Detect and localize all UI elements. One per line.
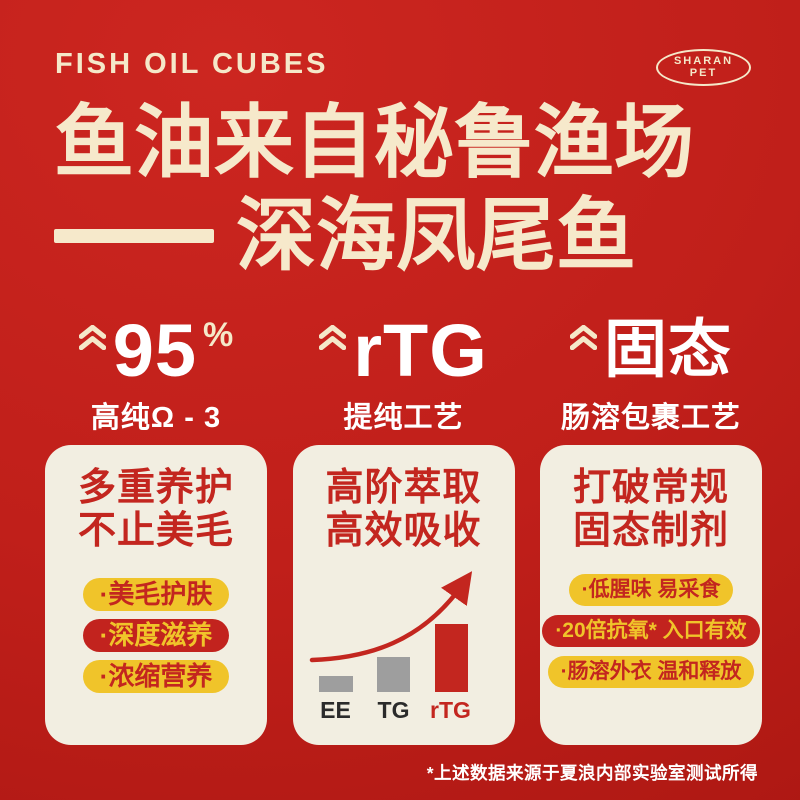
card-multicare: 多重养护 不止美毛 ·美毛护肤 ·深度滋养 ·浓缩营养 — [45, 445, 267, 745]
pill-antioxidant: ·20倍抗氧* 入口有效 — [542, 615, 760, 648]
eyebrow-title: FISH OIL CUBES — [55, 48, 329, 80]
bar-tg — [376, 657, 410, 693]
stat-rtg-subtitle: 提纯工艺 — [343, 402, 464, 434]
card-solid-form-title: 打破常规 固态制剂 — [573, 467, 729, 552]
card-multicare-title-line1: 多重养护 — [77, 467, 234, 509]
pill-fur-skin: ·美毛护肤 — [82, 578, 230, 612]
stat-purity-value-row: 95 % — [78, 309, 234, 392]
main-title-line2: 深海凤尾鱼 — [54, 192, 636, 280]
card-multicare-title: 多重养护 不止美毛 — [78, 467, 234, 552]
stat-rtg-value-row: rTG — [319, 309, 488, 392]
card-multicare-title-line2: 不止美毛 — [77, 509, 234, 552]
stat-solid-subtitle: 肠溶包裹工艺 — [560, 402, 741, 434]
card-absorption: 高阶萃取 高效吸收 EE TG rTG — [292, 445, 515, 745]
double-chevron-up-icon — [570, 325, 597, 350]
card-absorption-title: 高阶萃取 高效吸收 — [325, 467, 481, 552]
stat-rtg-value: rTG — [353, 309, 488, 392]
brand-badge: SHARAN PET — [656, 49, 751, 86]
double-chevron-up-icon — [78, 325, 106, 350]
stat-rtg: rTG 提纯工艺 — [293, 309, 515, 436]
card-solid-form-pills: ·低腥味 易采食 ·20倍抗氧* 入口有效 ·肠溶外衣 温和释放 — [542, 574, 760, 689]
pill-low-odor: ·低腥味 易采食 — [568, 574, 734, 607]
card-absorption-title-line1: 高阶萃取 — [325, 467, 482, 509]
stat-purity-subtitle: 高纯Ω - 3 — [90, 402, 222, 434]
badge-brand-name: SHARAN — [673, 54, 734, 67]
card-absorption-title-line2: 高效吸收 — [325, 509, 482, 552]
bar-label-rtg: rTG — [430, 697, 471, 724]
absorption-bar-chart: EE TG rTG — [306, 566, 506, 726]
title-dash — [54, 229, 214, 243]
stat-solid-value: 固态 — [604, 315, 732, 385]
main-title-line2-text: 深海凤尾鱼 — [236, 191, 636, 280]
stat-solid: 固态 肠溶包裹工艺 — [540, 315, 762, 436]
bar-label-ee: EE — [320, 697, 351, 724]
double-chevron-up-icon — [319, 325, 347, 350]
pill-concentrated-nutrition: ·浓缩营养 — [82, 660, 230, 694]
stats-row: 95 % 高纯Ω - 3 rTG 提纯工艺 固态 — [45, 309, 762, 436]
footnote-disclaimer: *上述数据来源于夏浪内部实验室测试所得 — [426, 763, 758, 783]
bar-label-tg: TG — [377, 697, 410, 724]
main-title-line1: 鱼油来自秘鲁渔场 — [54, 98, 694, 187]
feature-cards-row: 多重养护 不止美毛 ·美毛护肤 ·深度滋养 ·浓缩营养 高阶萃取 高效吸收 — [45, 445, 762, 745]
card-solid-form-title-line1: 打破常规 — [572, 467, 729, 509]
card-solid-form-title-line2: 固态制剂 — [572, 509, 729, 552]
stat-purity: 95 % 高纯Ω - 3 — [45, 309, 267, 436]
card-solid-form: 打破常规 固态制剂 ·低腥味 易采食 ·20倍抗氧* 入口有效 ·肠溶外衣 温和… — [540, 445, 762, 745]
bar-ee — [318, 676, 353, 693]
pill-deep-nourish: ·深度滋养 — [82, 619, 230, 653]
stat-purity-unit: % — [203, 316, 234, 354]
stat-purity-value: 95 — [112, 309, 198, 392]
stat-solid-value-row: 固态 — [570, 315, 732, 386]
growth-arrow-icon — [309, 571, 472, 663]
card-multicare-pills: ·美毛护肤 ·深度滋养 ·浓缩营养 — [82, 578, 230, 694]
pill-enteric-coating: ·肠溶外衣 温和释放 — [547, 656, 755, 689]
badge-brand-sub: PET — [689, 66, 718, 79]
bar-rtg — [434, 624, 468, 693]
